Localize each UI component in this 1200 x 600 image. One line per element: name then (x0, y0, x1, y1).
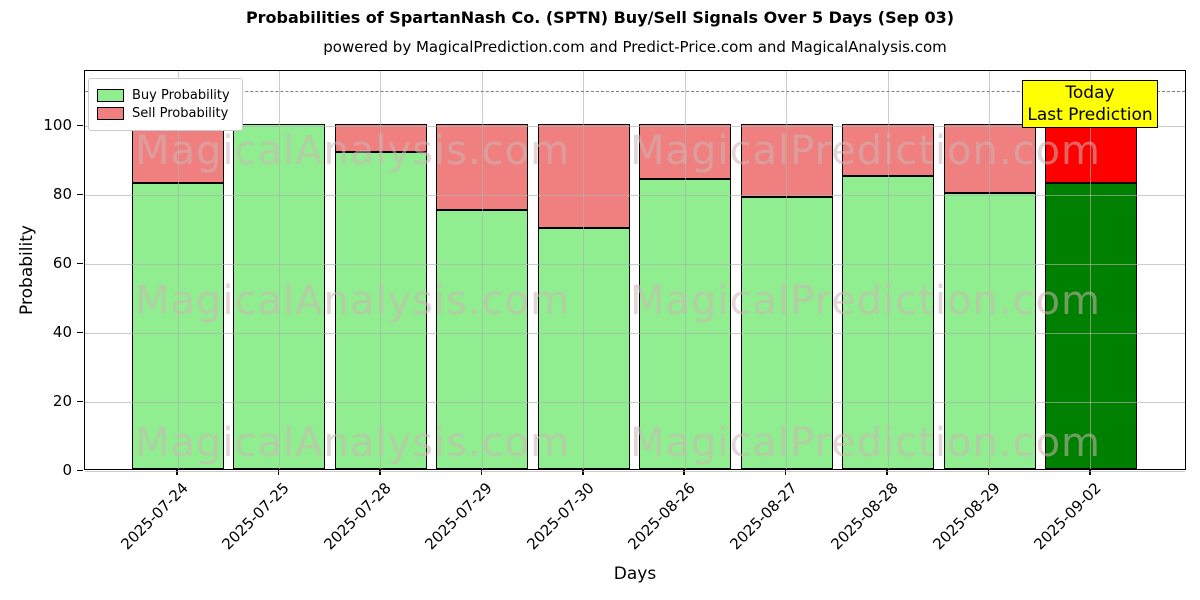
today-annotation: Today Last Prediction (1022, 80, 1158, 128)
y-tick (77, 469, 83, 471)
x-axis-label: Days (613, 564, 657, 584)
watermark-text: MagicalAnalysis.com (135, 128, 571, 174)
y-tick-label: 0 (62, 461, 72, 479)
watermark-text: MagicalPrediction.com (630, 128, 1101, 174)
x-tick (683, 470, 685, 475)
gridline-h (85, 194, 1185, 196)
x-tick (987, 470, 990, 475)
watermark-text: MagicalPrediction.com (630, 420, 1101, 466)
today-annotation-line1: Today (1065, 83, 1115, 103)
legend-swatch (97, 89, 124, 102)
x-tick-label: 2025-07-24 (117, 479, 192, 554)
y-tick-label: 20 (52, 392, 72, 411)
x-tick (886, 470, 888, 475)
x-tick (1089, 470, 1091, 475)
gridline-v (583, 71, 585, 469)
chart-subtitle: powered by MagicalPrediction.com and Pre… (323, 38, 947, 56)
legend-label: Buy Probability (132, 88, 230, 103)
gridline-v (786, 71, 788, 469)
watermark-text: MagicalAnalysis.com (135, 278, 571, 324)
legend-item: Sell Probability (97, 106, 230, 121)
y-tick-label: 80 (52, 185, 72, 204)
x-tick (480, 470, 483, 475)
x-tick (277, 470, 280, 475)
legend: Buy Probability Sell Probability (88, 78, 243, 131)
legend-swatch (97, 107, 124, 120)
y-tick (77, 400, 83, 403)
gridline-v (481, 71, 483, 469)
y-tick-label: 40 (52, 323, 72, 342)
gridline-v (887, 71, 889, 469)
y-tick (77, 331, 83, 334)
y-tick-label: 60 (52, 254, 72, 273)
gridline-h (85, 125, 1185, 127)
watermark-layer: MagicalAnalysis.com MagicalPrediction.com… (85, 71, 1185, 469)
gridline-v (684, 71, 686, 469)
gridline-h (85, 263, 1185, 265)
legend-label: Sell Probability (132, 106, 229, 121)
x-tick (784, 470, 787, 475)
watermark-text: MagicalAnalysis.com (135, 420, 571, 466)
watermark-text: MagicalPrediction.com (630, 278, 1101, 324)
gridline-v (1090, 71, 1092, 469)
chart-title: Probabilities of SpartanNash Co. (SPTN) … (245, 8, 955, 27)
x-tick (582, 470, 584, 475)
threshold-dashed-line (85, 90, 1185, 92)
x-tick (176, 470, 178, 475)
gridline-h (85, 401, 1185, 403)
gridline-v (380, 71, 382, 469)
y-tick (77, 262, 83, 265)
legend-item: Buy Probability (97, 88, 230, 103)
y-tick (77, 124, 83, 127)
y-tick-label: 100 (43, 116, 72, 135)
plot-area: MagicalAnalysis.com MagicalPrediction.com… (84, 70, 1186, 472)
x-tick (379, 470, 381, 475)
today-annotation-line2: Last Prediction (1027, 105, 1153, 125)
gridline-v (177, 71, 179, 469)
grid-layer (85, 71, 1185, 472)
gridline-h (85, 470, 1185, 472)
gridline-h (85, 332, 1185, 334)
y-tick (77, 193, 83, 196)
gridline-v (989, 71, 991, 469)
gridline-v (278, 71, 280, 469)
